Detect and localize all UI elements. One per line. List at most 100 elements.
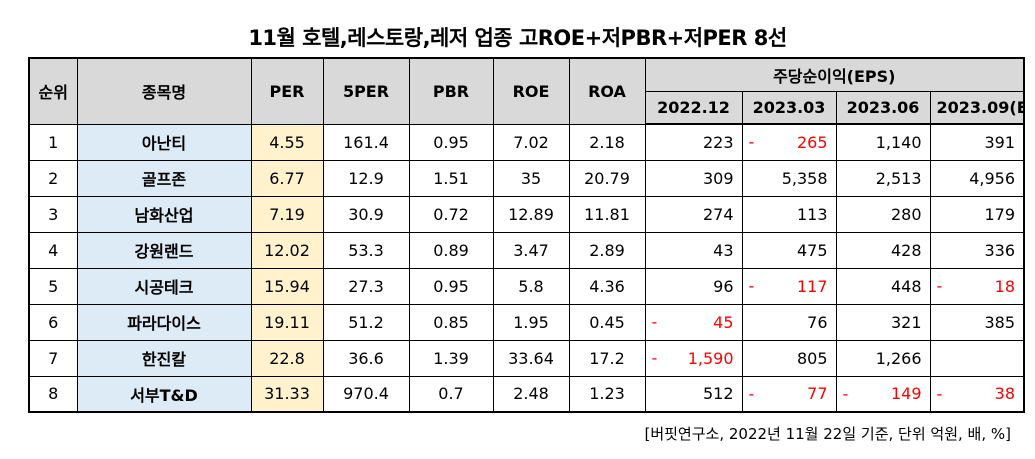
rank-cell: 2 (28, 159, 78, 197)
stock-name-cell: 한진칼 (76, 339, 252, 377)
pbr-cell: 1.51 (408, 159, 494, 197)
pbr-cell: 1.39 (408, 339, 494, 377)
header-eps-period: 2023.09(E) (929, 90, 1025, 125)
eps-cell: 428 (835, 231, 931, 269)
roa-cell: 4.36 (568, 267, 646, 305)
table-row: 4 강원랜드 12.02 53.3 0.89 3.47 2.89 43 475 428 336 (28, 231, 1025, 269)
eps-value: 1,140 (875, 132, 922, 152)
negative-marker: - (936, 384, 943, 404)
eps-value: 274 (702, 204, 734, 224)
eps-cell: 274 (644, 195, 743, 233)
eps-cell (929, 339, 1025, 377)
eps-cell: 96 (644, 267, 743, 305)
roe-cell: 12.89 (492, 195, 570, 233)
eps-cell: - 265 (741, 123, 837, 161)
per-cell: 7.19 (250, 195, 324, 233)
eps-cell: 280 (835, 195, 931, 233)
negative-marker: - (936, 276, 943, 296)
eps-cell: 223 (644, 123, 743, 161)
eps-cell: 336 (929, 231, 1025, 269)
header-name: 종목명 (76, 57, 252, 125)
roa-cell: 17.2 (568, 339, 646, 377)
roe-cell: 33.64 (492, 339, 570, 377)
per5-cell: 30.9 (322, 195, 410, 233)
rank-cell: 6 (28, 303, 78, 341)
rank-cell: 7 (28, 339, 78, 377)
stock-name-cell: 시공테크 (76, 267, 252, 305)
source-note: [버핏연구소, 2022년 11월 22일 기준, 단위 억원, 배, %] (644, 425, 1011, 443)
per-cell: 22.8 (250, 339, 324, 377)
stock-name-cell: 강원랜드 (76, 231, 252, 269)
eps-cell: 76 (741, 303, 837, 341)
roe-cell: 2.48 (492, 375, 570, 413)
pbr-cell: 0.85 (408, 303, 494, 341)
eps-value: 428 (890, 240, 922, 260)
header-roa: ROA (568, 57, 646, 125)
eps-value: 475 (796, 240, 828, 260)
rank-cell: 3 (28, 195, 78, 233)
stock-name-cell: 골프존 (76, 159, 252, 197)
eps-cell: - 18 (929, 267, 1025, 305)
negative-marker: - (651, 348, 658, 368)
eps-value: 385 (984, 312, 1016, 332)
pbr-cell: 0.72 (408, 195, 494, 233)
eps-value: 512 (702, 384, 734, 404)
rank-cell: 1 (28, 123, 78, 161)
rank-cell: 8 (28, 375, 78, 413)
eps-cell: - 77 (741, 375, 837, 413)
header-rank: 순위 (28, 57, 78, 125)
roa-cell: 11.81 (568, 195, 646, 233)
stock-table: 순위 종목명 PER 5PER PBR ROE ROA 주당순이익(EPS) 2… (28, 57, 1026, 413)
pbr-cell: 0.95 (408, 123, 494, 161)
pbr-cell: 0.89 (408, 231, 494, 269)
eps-cell: 448 (835, 267, 931, 305)
stock-name-cell: 파라다이스 (76, 303, 252, 341)
eps-value: 179 (984, 204, 1016, 224)
pbr-cell: 0.95 (408, 267, 494, 305)
eps-value: 448 (890, 276, 922, 296)
eps-value: 77 (807, 384, 828, 404)
eps-value: 2,513 (875, 168, 922, 188)
eps-value: 223 (702, 132, 734, 152)
eps-value: 113 (796, 204, 828, 224)
per-cell: 19.11 (250, 303, 324, 341)
header-pbr: PBR (408, 57, 494, 125)
eps-value: 805 (796, 348, 828, 368)
per-cell: 15.94 (250, 267, 324, 305)
negative-marker: - (748, 384, 755, 404)
eps-value: 76 (807, 312, 828, 332)
eps-value: 1,590 (687, 348, 734, 368)
eps-value: 18 (994, 276, 1016, 296)
eps-value: 391 (984, 132, 1016, 152)
roe-cell: 5.8 (492, 267, 570, 305)
per-cell: 4.55 (250, 123, 324, 161)
table-row: 1 아난티 4.55 161.4 0.95 7.02 2.18 223- 265 1,140 391 (28, 123, 1025, 161)
rank-cell: 4 (28, 231, 78, 269)
eps-cell: - 38 (929, 375, 1025, 413)
roa-cell: 20.79 (568, 159, 646, 197)
table-row: 7 한진칼 22.8 36.6 1.39 33.64 17.2- 1,590 805 1,266 (28, 339, 1025, 377)
eps-cell: 113 (741, 195, 837, 233)
eps-cell: 43 (644, 231, 743, 269)
eps-cell: 2,513 (835, 159, 931, 197)
stock-name-cell: 남화산업 (76, 195, 252, 233)
eps-cell: - 117 (741, 267, 837, 305)
eps-value: 5,358 (781, 168, 828, 188)
pbr-cell: 0.7 (408, 375, 494, 413)
eps-cell: 179 (929, 195, 1025, 233)
header-eps-group: 주당순이익(EPS) (644, 57, 1025, 92)
eps-cell: 475 (741, 231, 837, 269)
eps-value: 4,956 (969, 168, 1016, 188)
roa-cell: 1.23 (568, 375, 646, 413)
eps-cell: 805 (741, 339, 837, 377)
header-eps-period: 2022.12 (644, 90, 743, 125)
table-row: 5 시공테크 15.94 27.3 0.95 5.8 4.36 96-117 448-18 (28, 267, 1025, 305)
header-roe: ROE (492, 57, 570, 125)
per5-cell: 36.6 (322, 339, 410, 377)
eps-value: 321 (890, 312, 922, 332)
eps-value: 149 (890, 384, 922, 404)
header-eps-period: 2023.06 (835, 90, 931, 125)
eps-cell: 391 (929, 123, 1025, 161)
roa-cell: 0.45 (568, 303, 646, 341)
eps-cell: - 1,590 (644, 339, 743, 377)
